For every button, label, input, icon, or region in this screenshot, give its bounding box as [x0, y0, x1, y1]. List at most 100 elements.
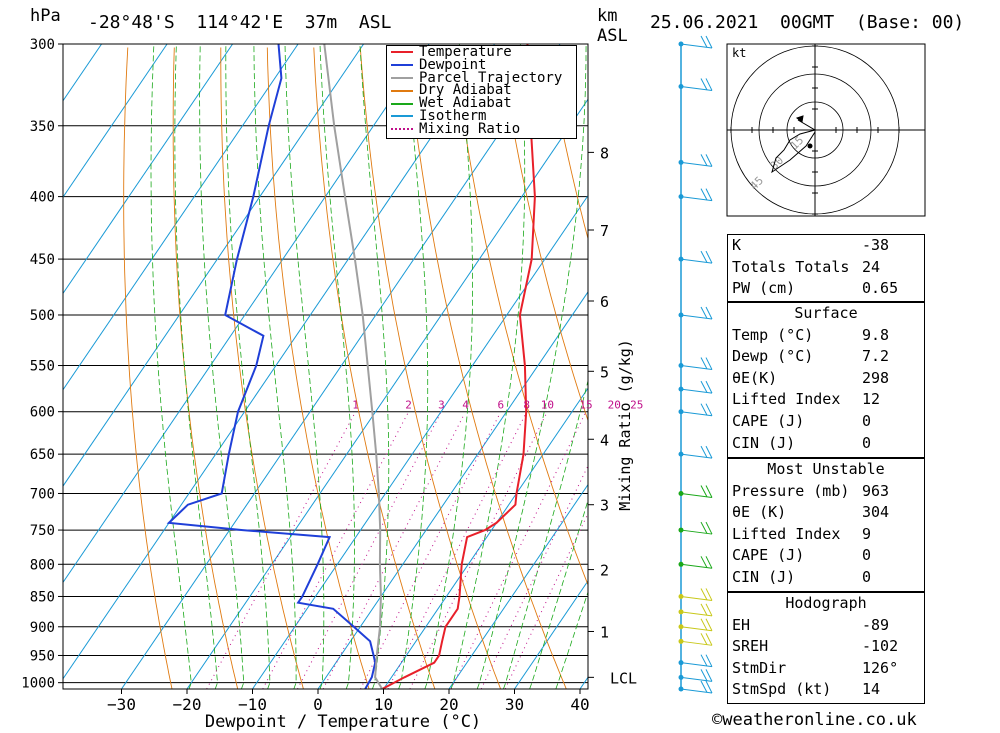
legend-label: Mixing Ratio: [419, 120, 521, 137]
km-tick-label: 8: [600, 144, 609, 162]
pressure-tick-label: 300: [30, 37, 55, 53]
legend-label: Dry Adiabat: [419, 82, 512, 99]
wind-barb-shaft: [680, 563, 713, 569]
wind-barb-feather: [705, 588, 713, 601]
wind-barb-feather: [705, 357, 713, 370]
wind-barb-shaft: [680, 85, 713, 91]
hpa-axis-label: hPa: [30, 6, 61, 26]
chart-grid: [63, 44, 1000, 690]
chart-axes: 1 2 3 4 6 8 10 15 20 2530035040045050055060065070…: [21, 37, 643, 732]
temperature-tick-label: 10: [374, 695, 393, 714]
pressure-tick-label: 900: [30, 620, 55, 636]
stat-label: Totals Totals: [732, 257, 850, 276]
wind-barb-feather: [700, 78, 708, 91]
wind-barb-feather: [700, 680, 708, 693]
legend-swatch: [391, 51, 413, 54]
legend-item: Dewpoint: [387, 58, 576, 72]
isotherm-line: [383, 387, 588, 689]
temperature-curve: [381, 44, 536, 689]
wind-barb-feather: [705, 154, 713, 167]
stat-row: StmSpd (kt) 14: [728, 679, 924, 701]
stat-row: Dewp (°C) 7.2: [728, 346, 924, 368]
isotherm-line: [63, 44, 496, 680]
wind-barb-feather: [705, 188, 713, 201]
panel-title: Hodograph: [785, 594, 867, 612]
stat-value: 0.65: [862, 279, 899, 298]
isotherm-line: [63, 44, 168, 198]
wind-barb-feather: [700, 556, 708, 568]
sounding-curves: [166, 44, 536, 689]
mixing-ratio-line: [480, 464, 588, 689]
stat-row: K -38: [728, 235, 924, 257]
legend-swatch: [391, 102, 413, 105]
stat-label: CIN (J): [732, 433, 796, 452]
wet-adiabat-line: [319, 44, 355, 689]
legend-item: Mixing Ratio: [387, 120, 576, 137]
wet-adiabat-line: [199, 44, 245, 689]
wind-barb-shaft: [680, 662, 713, 668]
wind-barb-shaft: [680, 43, 713, 49]
stat-label: Lifted Index: [732, 390, 841, 409]
mixing-ratio-line: [450, 413, 586, 689]
wind-barb-shaft: [680, 258, 713, 264]
km-tick-label: 2: [600, 562, 609, 580]
wind-barb-shaft: [680, 161, 713, 167]
wind-barb-feather: [700, 669, 708, 681]
wind-barb-feather: [705, 521, 713, 535]
dry-adiabat-line: [918, 48, 1000, 690]
wind-barb-feather: [705, 306, 713, 320]
indices-panel: K -38 Totals Totals 24 PW (cm) 0.65: [727, 234, 925, 302]
mixing-ratio-value-label: 8: [523, 399, 530, 412]
stat-value: -102: [862, 637, 899, 656]
pressure-tick-label: 500: [30, 308, 55, 324]
dry-adiabat-line: [545, 47, 588, 241]
stat-label: CAPE (J): [732, 411, 805, 430]
stat-label: EH: [732, 615, 751, 634]
temperature-tick-label: 30: [505, 695, 524, 714]
x-axis-title: Dewpoint / Temperature (°C): [205, 712, 481, 732]
stat-row: EH -89: [728, 615, 924, 637]
pressure-tick-label: 600: [30, 405, 55, 421]
stat-label: PW (cm): [732, 279, 796, 298]
wind-barb-feather: [700, 633, 708, 645]
stat-row: Temp (°C) 9.8: [728, 325, 924, 347]
copyright-notice: ©weatheronline.co.uk: [712, 710, 917, 730]
legend-swatch: [391, 128, 413, 131]
storm-vector-arrow: [795, 115, 816, 131]
isotherm-line: [252, 194, 588, 689]
mixing-ratio-line: [262, 413, 409, 689]
stat-value: 304: [862, 503, 890, 522]
pressure-tick-label: 350: [30, 119, 55, 135]
wind-barb-feather: [700, 357, 708, 370]
wet-adiabat-line: [284, 44, 325, 689]
wet-adiabat-line: [225, 44, 271, 689]
wind-barb-feather: [705, 680, 713, 694]
wind-barb-feather: [700, 306, 708, 319]
wet-adiabat-line: [529, 499, 588, 689]
temperature-tick-label: 40: [570, 695, 589, 714]
stat-label: StmDir: [732, 658, 787, 677]
wet-adiabat-line: [150, 44, 192, 689]
legend-swatch: [391, 89, 413, 92]
stat-row: StmDir 126°: [728, 658, 924, 680]
wind-barb-feather: [705, 633, 713, 646]
mixing-ratio-line: [387, 413, 527, 689]
km-axis-label: km: [597, 6, 618, 26]
wind-barb-feather: [700, 154, 708, 167]
hodograph-trace: [771, 129, 816, 174]
temperature-tick-label: 0: [313, 695, 323, 714]
wind-barb-feather: [700, 603, 708, 616]
asl-axis-label: ASL: [597, 26, 628, 46]
wind-barb-shaft: [680, 388, 713, 394]
dry-adiabat-line: [220, 47, 304, 689]
km-tick-label: 3: [600, 497, 609, 515]
stat-row: Lifted Index 12: [728, 389, 924, 411]
wet-adiabat-line: [503, 378, 588, 689]
mixing-ratio-value-label: 3: [438, 399, 445, 412]
stat-row: Totals Totals 24: [728, 257, 924, 279]
stat-value: 9: [862, 524, 872, 543]
wind-barb-feather: [700, 188, 708, 201]
wind-barb-column: [678, 35, 713, 694]
wind-barb-shaft: [680, 676, 713, 682]
